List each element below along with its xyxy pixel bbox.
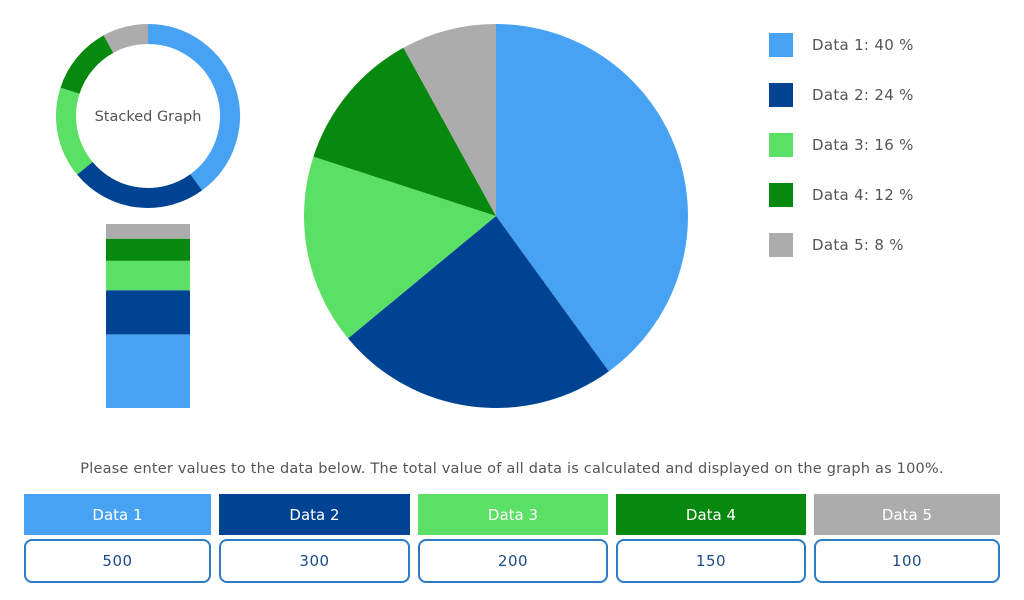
stack-segment-data-3 xyxy=(106,260,190,291)
legend-swatch xyxy=(769,33,793,57)
pie-slice-data-2 xyxy=(348,216,609,409)
donut-chart: Stacked Graph xyxy=(56,24,240,208)
legend-label: Data 3: 16 % xyxy=(812,136,914,154)
legend-swatch xyxy=(769,83,793,107)
data-3-input[interactable] xyxy=(418,539,608,583)
donut-label: Stacked Graph xyxy=(95,109,202,125)
data-1-header: Data 1 xyxy=(24,494,211,535)
pie-slice-data-4 xyxy=(313,47,496,216)
data-2-header: Data 2 xyxy=(219,494,410,535)
data-column-2: Data 2 xyxy=(219,494,410,583)
donut-segment-data-5 xyxy=(103,24,149,54)
data-column-5: Data 5 xyxy=(814,494,1000,583)
data-column-1: Data 1 xyxy=(24,494,211,583)
legend-label: Data 2: 24 % xyxy=(812,86,914,104)
data-2-input[interactable] xyxy=(219,539,410,583)
stacked-bar xyxy=(106,224,190,408)
stack-segment-data-2 xyxy=(106,290,190,335)
legend-label: Data 4: 12 % xyxy=(812,186,914,204)
data-4-input[interactable] xyxy=(616,539,806,583)
pie-slice-data-5 xyxy=(403,24,496,216)
data-5-header: Data 5 xyxy=(814,494,1000,535)
data-1-input[interactable] xyxy=(24,539,211,583)
data-5-input[interactable] xyxy=(814,539,1000,583)
stack-segment-data-4 xyxy=(106,238,190,261)
pie-slice-data-1 xyxy=(496,24,688,372)
stack-segment-data-5 xyxy=(106,224,190,239)
legend-label: Data 1: 40 % xyxy=(812,36,914,54)
legend-swatch xyxy=(769,233,793,257)
stack-segment-data-1 xyxy=(106,334,190,408)
donut-segment-data-4 xyxy=(60,35,114,95)
data-column-3: Data 3 xyxy=(418,494,608,583)
donut-segment-data-1 xyxy=(147,24,240,191)
data-column-4: Data 4 xyxy=(616,494,806,583)
data-3-header: Data 3 xyxy=(418,494,608,535)
data-4-header: Data 4 xyxy=(616,494,806,535)
donut-segment-data-3 xyxy=(56,87,93,175)
pie-slice-data-3 xyxy=(304,156,496,339)
instructions-text: Please enter values to the data below. T… xyxy=(80,461,944,477)
legend-label: Data 5: 8 % xyxy=(812,236,904,254)
pie-chart xyxy=(304,24,688,409)
donut-segment-data-2 xyxy=(77,161,203,208)
legend-swatch xyxy=(769,133,793,157)
legend-swatch xyxy=(769,183,793,207)
